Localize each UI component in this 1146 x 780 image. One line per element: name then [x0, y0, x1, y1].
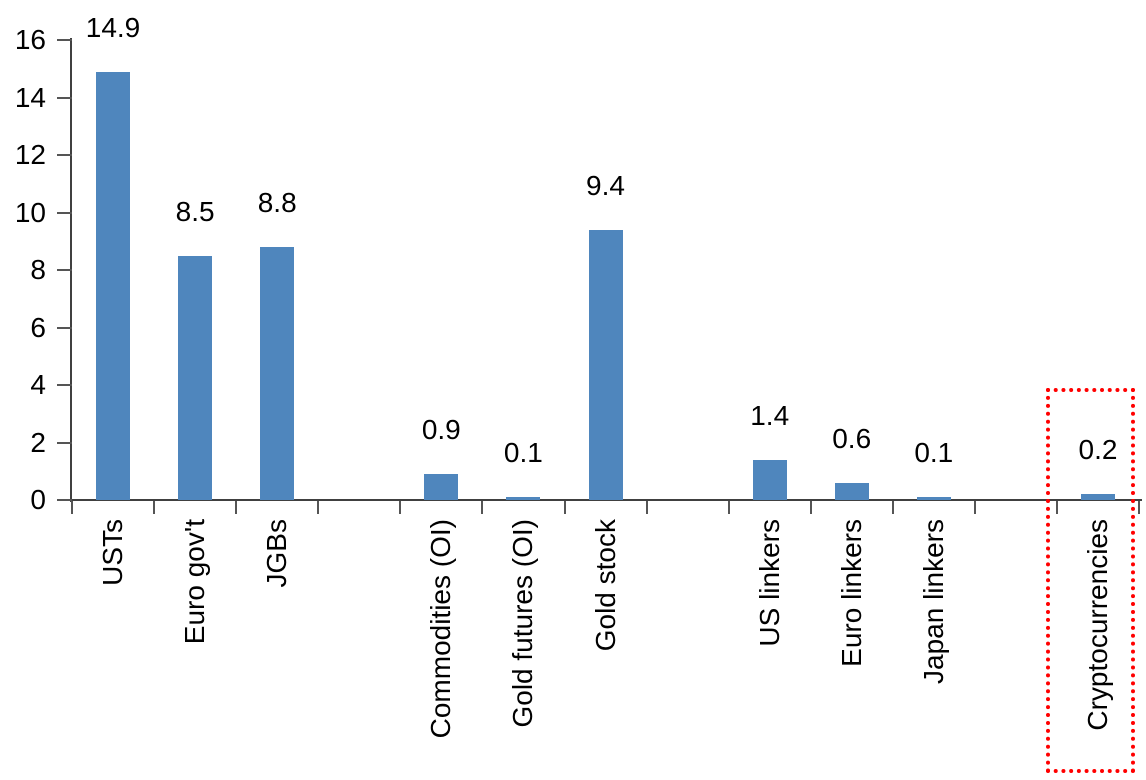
x-axis-tick: [399, 501, 402, 514]
x-axis-tick: [71, 501, 73, 514]
value-label-jgbs: 8.8: [257, 187, 297, 218]
category-label-euro-gov-t: Euro gov't: [179, 519, 211, 645]
y-axis-tick-label: 14: [14, 81, 46, 113]
x-axis-tick: [645, 501, 648, 514]
x-axis-tick: [153, 501, 156, 514]
x-axis-tick: [481, 501, 484, 514]
category-label-gold-futures-oi: Gold futures (OI): [507, 519, 539, 728]
bar-commodities-oi: [424, 474, 459, 500]
y-axis-tick: [57, 269, 72, 271]
bar-gold-stock: [588, 229, 623, 501]
x-axis-tick: [809, 501, 812, 514]
bar-japan-linkers: [916, 497, 951, 500]
value-label-euro-linkers: 0.6: [832, 422, 872, 454]
bar-euro-gov-t: [178, 255, 213, 500]
bar-us-linkers: [752, 459, 787, 501]
value-label-commodities-oi: 0.9: [421, 414, 461, 446]
category-label-cryptocurrencies: Cryptocurrencies: [1082, 519, 1113, 731]
y-axis-tick: [57, 211, 72, 214]
y-axis-tick: [57, 39, 72, 41]
y-axis-tick-label: 6: [30, 311, 46, 343]
y-axis-tick: [57, 499, 72, 501]
y-axis-tick-label: 10: [14, 196, 46, 228]
category-label-japan-linkers: Japan linkers: [917, 519, 949, 684]
y-axis-tick: [57, 326, 72, 329]
y-axis-tick: [57, 384, 72, 386]
x-axis-tick: [1055, 501, 1058, 514]
x-axis-tick: [891, 501, 894, 514]
x-axis-tick: [317, 501, 320, 514]
category-label-gold-stock: Gold stock: [589, 519, 621, 652]
category-label-jgbs: JGBs: [261, 519, 293, 588]
bar-cryptocurrencies: [1081, 494, 1115, 501]
y-axis-tick-label: 12: [14, 139, 46, 170]
bar-gold-futures-oi: [506, 497, 541, 500]
category-label-commodities-oi: Commodities (OI): [425, 519, 457, 739]
y-axis-tick: [57, 154, 72, 156]
y-axis-tick-label: 8: [30, 254, 46, 285]
y-axis-tick-label: 0: [30, 484, 46, 515]
value-label-euro-gov-t: 8.5: [175, 195, 215, 227]
value-label-gold-futures-oi: 0.1: [503, 437, 543, 469]
x-axis-tick: [563, 501, 566, 514]
category-label-euro-linkers: Euro linkers: [835, 519, 867, 667]
value-label-us-linkers: 1.4: [750, 399, 790, 431]
category-label-us-linkers: US linkers: [753, 519, 785, 647]
y-axis-tick: [57, 96, 72, 99]
value-label-japan-linkers: 0.1: [914, 437, 954, 469]
bar-jgbs: [260, 247, 295, 500]
category-label-usts: USTs: [97, 519, 128, 586]
x-axis-tick: [973, 501, 976, 514]
y-axis-tick-label: 16: [14, 24, 46, 55]
x-axis-tick: [1138, 501, 1140, 514]
y-axis-tick-label: 4: [30, 369, 46, 400]
value-label-usts: 14.9: [85, 11, 141, 43]
y-axis-tick-label: 2: [30, 426, 46, 458]
bar-usts: [96, 71, 130, 500]
value-label-gold-stock: 9.4: [586, 169, 625, 201]
x-axis-tick: [727, 501, 730, 514]
y-axis-tick: [57, 441, 72, 444]
bar-euro-linkers: [834, 482, 869, 501]
value-label-cryptocurrencies: 0.2: [1078, 434, 1118, 466]
x-axis-tick: [235, 501, 238, 514]
cryptocurrencies-highlight-box: [1046, 388, 1135, 773]
